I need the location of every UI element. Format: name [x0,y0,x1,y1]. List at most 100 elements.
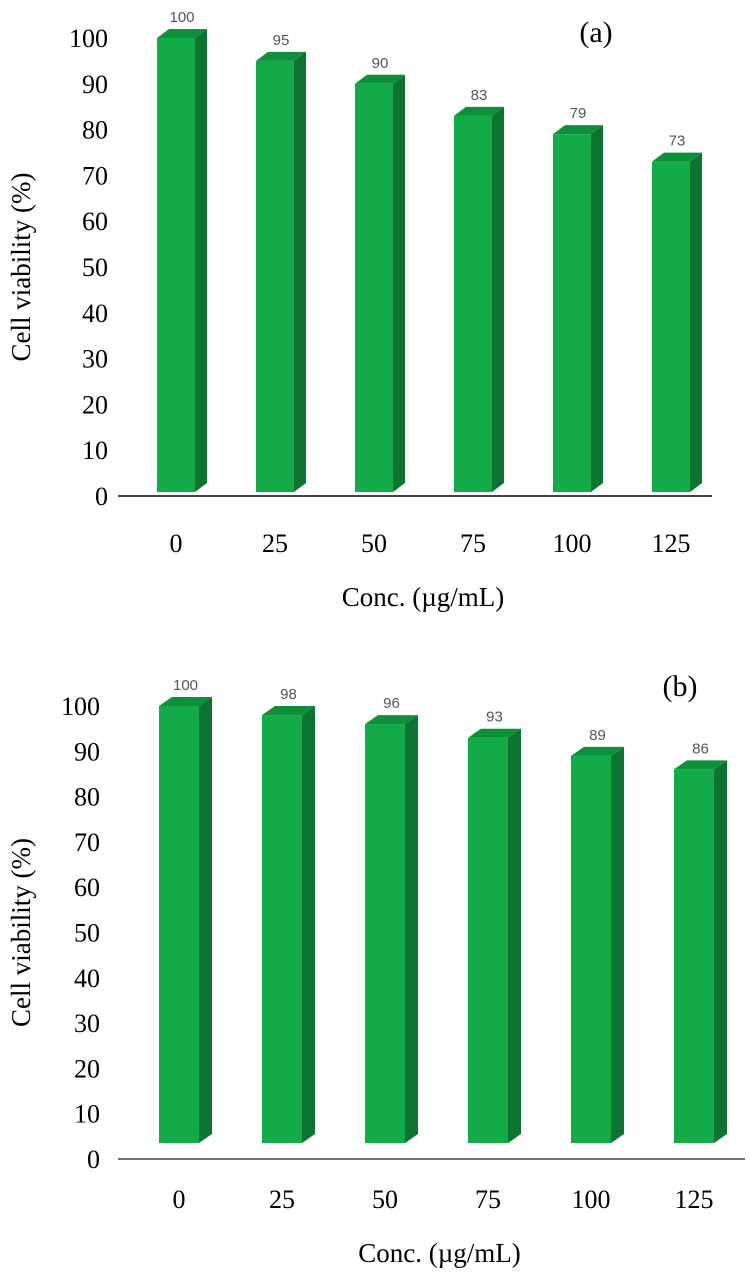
data-label: 73 [669,133,686,150]
y-tick-label: 100 [69,24,108,53]
bar [571,746,624,1143]
bar-side-face [690,152,702,492]
y-tick-label: 0 [87,1145,100,1174]
y-tick-label: 20 [74,1054,100,1083]
y-axis-title: Cell viability (%) [6,173,36,362]
x-tick-label: 75 [460,529,486,558]
bar-top-face [454,106,504,116]
bar-top-face [571,746,624,756]
bar-side-face [492,106,504,493]
y-tick-label: 20 [82,390,108,419]
y-axis-title: Cell viability (%) [6,838,36,1027]
y-tick-label: 30 [74,1009,100,1038]
y-tick-label: 80 [82,116,108,145]
bar-top-face [468,728,521,738]
panel-label: (b) [663,670,698,703]
bar-front-face [262,715,302,1143]
y-tick-label: 40 [74,964,100,993]
data-label: 83 [471,87,488,104]
y-tick-label: 60 [82,207,108,236]
y-tick-label: 60 [74,873,100,902]
y-tick-label: 100 [61,692,100,721]
bar-side-face [393,74,405,493]
bar-front-face [159,706,199,1143]
data-label: 100 [173,677,198,694]
x-axis-title: Conc. (µg/mL) [342,582,505,612]
bar-front-face [468,737,508,1143]
bar [674,760,727,1143]
x-tick-label: 0 [170,529,183,558]
bar-front-face [553,134,591,492]
x-tick-label: 75 [475,1185,501,1214]
bar-front-face [652,161,690,492]
x-tick-label: 125 [652,529,691,558]
bar-front-face [365,724,405,1143]
data-label: 98 [280,686,297,703]
bar [454,106,504,493]
y-tick-label: 70 [74,828,100,857]
bar-side-face [199,697,212,1143]
y-tick-label: 10 [74,1100,100,1129]
bar-top-face [159,697,212,706]
data-label: 96 [383,695,400,712]
y-tick-label: 50 [74,919,100,948]
data-label: 100 [169,9,194,26]
bar-top-face [652,152,702,162]
data-label: 79 [570,105,587,122]
bar-top-face [157,29,207,38]
bar-side-face [508,728,521,1143]
bar-top-face [674,760,727,770]
y-tick-label: 40 [82,299,108,328]
bar [159,697,212,1143]
bar [355,74,405,493]
bar [468,728,521,1143]
bar-top-face [262,706,315,716]
chart-panel-a: 0 10 20 30 40 50 60 70 80 90 100 Cell viability (%)… [6,9,712,612]
x-tick-label: 0 [173,1185,186,1214]
x-tick-label: 50 [372,1185,398,1214]
y-tick-label: 90 [82,70,108,99]
bar [652,152,702,492]
bar-side-face [714,760,727,1143]
bar-side-face [294,51,306,493]
y-tick-label: 50 [82,253,108,282]
y-tick-label: 0 [95,482,108,511]
bar-side-face [611,746,624,1143]
x-tick-label: 100 [553,529,592,558]
data-label: 89 [589,727,606,744]
y-tick-label: 70 [82,161,108,190]
bar [365,715,418,1143]
bar-side-face [302,706,315,1143]
bar-top-face [256,51,306,61]
data-label: 86 [692,740,709,757]
y-tick-label: 90 [74,737,100,766]
data-label: 90 [372,55,389,72]
data-label: 93 [486,709,503,726]
bar-front-face [571,755,611,1143]
bar-front-face [355,83,393,493]
bar-side-face [591,125,603,493]
x-tick-label: 25 [262,529,288,558]
x-tick-label: 50 [361,529,387,558]
bar-front-face [256,60,294,493]
x-tick-label: 100 [572,1185,611,1214]
chart-panel-b: 0 10 20 30 40 50 60 70 80 90 100 Cell viability (%)… [6,670,745,1268]
bar [262,706,315,1143]
data-label: 95 [273,32,290,49]
y-tick-label: 10 [82,436,108,465]
bar-side-face [405,715,418,1143]
bar [157,29,207,492]
bar-front-face [454,115,492,493]
x-tick-label: 25 [269,1185,295,1214]
y-tick-label: 80 [74,783,100,812]
bar [256,51,306,493]
bar-top-face [355,74,405,84]
x-tick-label: 125 [675,1185,714,1214]
bar-front-face [157,38,195,492]
x-axis-title: Conc. (µg/mL) [358,1238,521,1268]
bar [553,125,603,493]
bar-top-face [365,715,418,725]
bar-side-face [195,29,207,492]
y-tick-label: 30 [82,345,108,374]
